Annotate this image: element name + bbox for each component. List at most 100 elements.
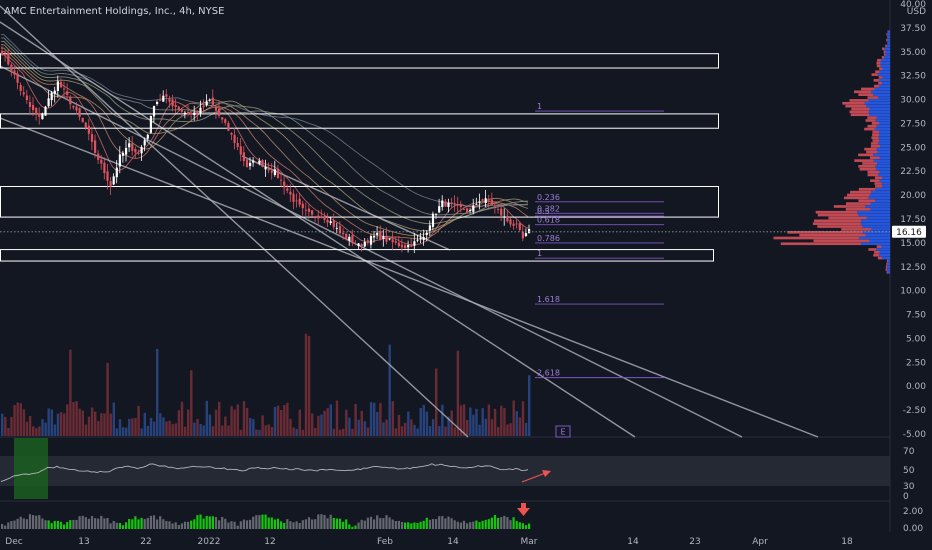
- oscillator-bar: [128, 519, 131, 529]
- price-zone-box[interactable]: [0, 53, 719, 69]
- vp-row-up: [875, 187, 890, 191]
- volume-bar: [109, 413, 112, 436]
- channel-line[interactable]: [0, 117, 819, 438]
- vp-row-down: [881, 56, 885, 59]
- vp-row-up: [887, 262, 890, 266]
- candle-body: [103, 162, 106, 174]
- candle-body: [478, 201, 481, 203]
- candle-body: [273, 169, 276, 176]
- oscillator-bar: [515, 520, 518, 529]
- events-badge[interactable]: E: [555, 425, 571, 438]
- candle-body: [456, 203, 459, 205]
- candle-body: [289, 191, 292, 195]
- rsi-band: [0, 456, 890, 486]
- vp-row-up: [871, 190, 890, 194]
- volume-bar: [261, 415, 264, 436]
- candle-body: [162, 95, 165, 102]
- oscillator-bar: [317, 514, 320, 529]
- vp-row-down: [886, 33, 888, 36]
- oscillator-bar: [342, 521, 345, 529]
- volume-bar: [376, 411, 379, 436]
- oscillator-bar: [239, 521, 242, 529]
- candle-body: [425, 232, 428, 235]
- volume-bar: [41, 419, 44, 436]
- oscillator-bar: [459, 522, 462, 529]
- candle-body: [7, 52, 10, 65]
- candle-body: [174, 104, 177, 108]
- price-zone-box[interactable]: [0, 249, 714, 262]
- volume-bar: [162, 417, 165, 436]
- volume-bar: [450, 410, 453, 436]
- time-tick-label: 14: [627, 537, 639, 547]
- oscillator-bar: [509, 520, 512, 529]
- vp-row-down: [874, 176, 883, 180]
- volume-bar: [342, 428, 345, 436]
- volume-bar: [149, 417, 153, 436]
- candle-body: [373, 236, 376, 238]
- price-tick-label: 2.50: [906, 358, 926, 368]
- channel-line[interactable]: [0, 5, 469, 438]
- vp-row-up: [866, 216, 890, 220]
- candle-body: [140, 146, 143, 154]
- vp-row-up: [887, 33, 890, 36]
- rsi-line: [0, 463, 529, 483]
- volume-bar: [233, 409, 236, 436]
- current-price-value: 16.16: [896, 228, 922, 238]
- oscillator-bar: [152, 515, 156, 529]
- oscillator-bar: [366, 517, 369, 529]
- candle-body: [329, 221, 332, 224]
- volume-bar: [245, 407, 249, 436]
- time-tick-label: 23: [689, 537, 700, 547]
- oscillator-bar: [425, 517, 428, 529]
- candle-body: [292, 193, 295, 202]
- fib-level-label: 1: [537, 102, 542, 111]
- price-zone-box[interactable]: [0, 186, 719, 218]
- candle-body: [376, 232, 379, 235]
- volume-bar: [400, 426, 404, 436]
- candle-body: [19, 85, 22, 91]
- oscillator-bar: [112, 521, 115, 529]
- vp-row-down: [847, 193, 870, 197]
- volume-bar: [159, 413, 162, 436]
- vp-row-up: [887, 41, 890, 45]
- vp-row-down: [864, 127, 875, 131]
- oscillator-bar: [72, 519, 75, 529]
- candle-body: [503, 216, 506, 218]
- volume-bar: [28, 416, 32, 436]
- volume-bar: [435, 368, 438, 436]
- vp-row-down: [864, 147, 877, 151]
- oscillator-bar: [435, 519, 438, 529]
- vp-row-up: [879, 156, 890, 160]
- volume-bar: [208, 414, 212, 436]
- oscillator-bar: [143, 519, 146, 529]
- fib-level-label: 0.786: [537, 234, 560, 243]
- price-tick-label: 0.00: [906, 382, 926, 392]
- oscillator-bar: [118, 522, 121, 529]
- vp-row-down: [877, 58, 881, 62]
- time-axis[interactable]: Dec 13 22 2022 12 Feb 14 Mar 14 23 Apr 18: [5, 537, 853, 547]
- volume-bar: [413, 424, 416, 436]
- candle-body: [56, 81, 59, 92]
- oscillator-bar: [456, 521, 459, 529]
- oscillator-bar: [354, 525, 357, 529]
- volume-bar: [103, 413, 106, 436]
- candle-body: [264, 166, 267, 170]
- price-tick-label: 5.00: [906, 334, 926, 344]
- oscillator-bar: [261, 514, 264, 529]
- candle-body: [453, 202, 456, 204]
- price-zone-box[interactable]: [0, 113, 719, 129]
- oscillator-histogram: [1, 514, 531, 529]
- candle-body: [121, 152, 125, 156]
- support-resistance-zones[interactable]: [0, 53, 719, 262]
- channel-line[interactable]: [241, 155, 451, 251]
- volume-bar: [72, 401, 75, 436]
- vp-row-up: [882, 76, 890, 79]
- vp-row-up: [878, 136, 890, 140]
- candle-body: [249, 162, 252, 166]
- channel-line[interactable]: [0, 21, 636, 438]
- vp-row-down: [887, 41, 888, 45]
- vp-row-up: [885, 53, 890, 56]
